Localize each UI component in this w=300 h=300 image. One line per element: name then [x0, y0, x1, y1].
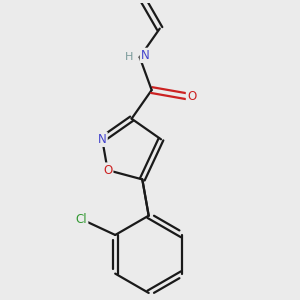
Text: N: N	[98, 133, 106, 146]
Text: O: O	[103, 164, 112, 177]
Text: O: O	[187, 90, 196, 103]
Text: H: H	[125, 52, 134, 62]
Text: Cl: Cl	[76, 213, 87, 226]
Text: N: N	[141, 49, 150, 62]
